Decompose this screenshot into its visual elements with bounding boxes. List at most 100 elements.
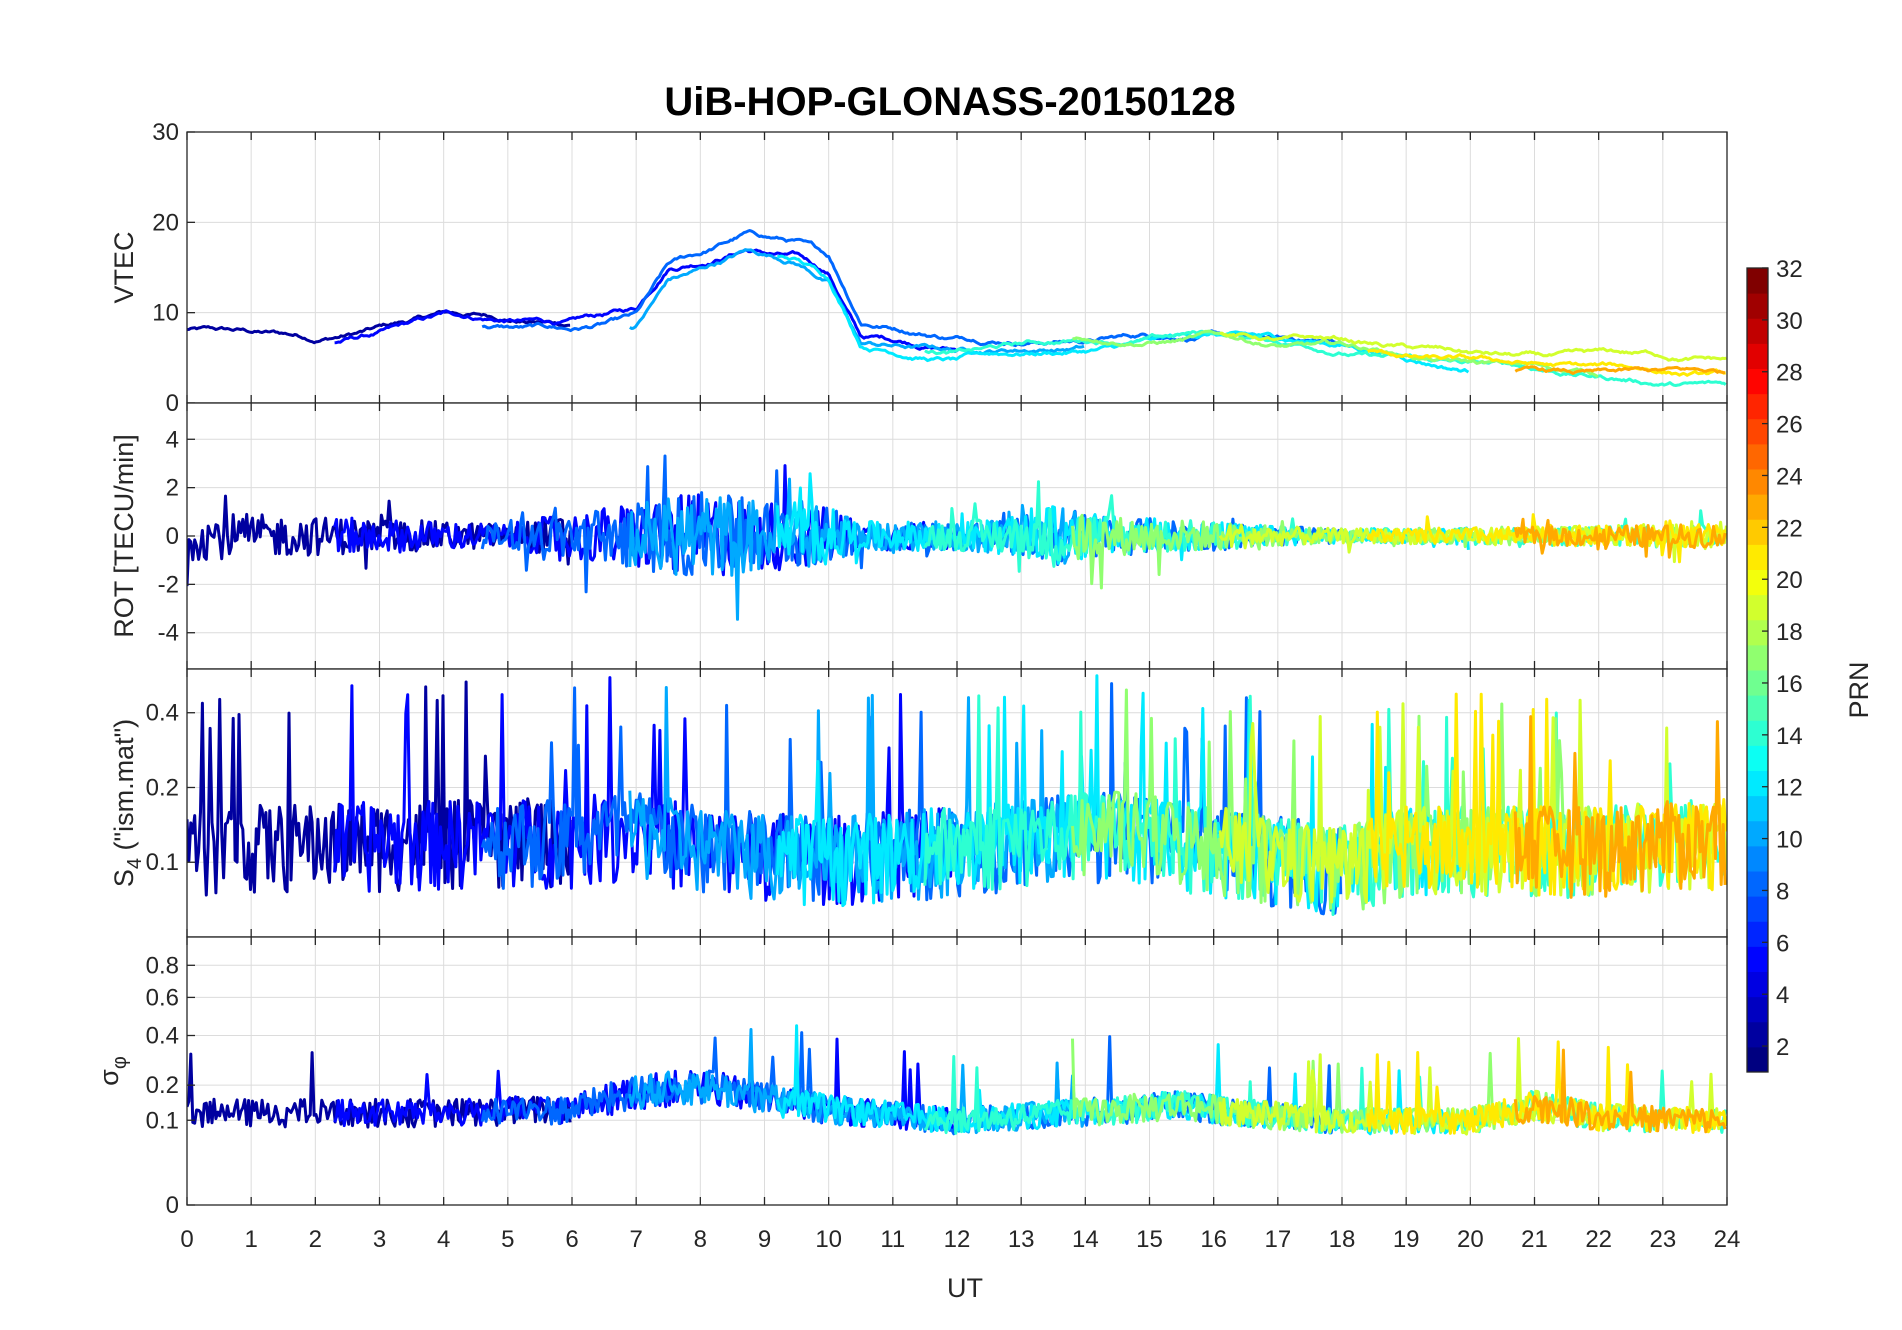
- x-tick-label: 2: [309, 1226, 322, 1253]
- colorbar-swatch: [1747, 644, 1768, 671]
- x-tick-label: 16: [1200, 1226, 1227, 1253]
- x-tick-label: 3: [373, 1226, 386, 1253]
- colorbar-tick-label: 26: [1776, 412, 1803, 439]
- series-prn-23: [1514, 365, 1726, 375]
- colorbar-swatch: [1747, 971, 1768, 998]
- colorbar-swatch: [1747, 695, 1768, 721]
- colorbar-tick-label: 2: [1776, 1034, 1789, 1061]
- colorbar-tick-label: 10: [1776, 827, 1803, 854]
- y-tick-label: 0.8: [146, 952, 179, 979]
- colorbar-tick-label: 14: [1776, 723, 1803, 750]
- colorbar-swatch: [1747, 368, 1768, 395]
- series-prn-19: [1219, 331, 1727, 363]
- colorbar-swatch: [1747, 343, 1768, 369]
- colorbar-swatch: [1747, 996, 1768, 1023]
- chart-title: UiB-HOP-GLONASS-20150128: [664, 80, 1235, 124]
- series-prn-23: [1513, 1048, 1727, 1134]
- colorbar-frame: [1746, 267, 1769, 1073]
- colorbar-swatch: [1747, 393, 1768, 420]
- y-tick-label: 2: [166, 475, 179, 502]
- colorbar-swatch: [1747, 544, 1768, 570]
- panel-grid: [186, 403, 1728, 669]
- colorbar-swatch: [1747, 770, 1768, 797]
- panel-s4: 0.1 0.2 0.4S4 ("ism.mat"): [109, 668, 1728, 938]
- panel-tick-marks: [186, 937, 1728, 1206]
- y-tick-label: 0.4: [146, 1023, 179, 1050]
- y-tick-label: 0.2: [146, 774, 179, 801]
- colorbar-swatch: [1747, 896, 1768, 922]
- panel-tick-marks: [186, 403, 1728, 669]
- x-tick-label: 22: [1585, 1226, 1612, 1253]
- colorbar-tick-label: 22: [1776, 515, 1803, 542]
- y-tick-label: 20: [152, 209, 179, 236]
- panel-series: [187, 674, 1727, 916]
- colorbar-tick-label: 30: [1776, 308, 1803, 335]
- colorbar-swatch: [1747, 670, 1768, 696]
- series-prn-21: [1367, 348, 1726, 377]
- x-tick-label: 10: [815, 1226, 842, 1253]
- x-tick-label: 24: [1714, 1226, 1741, 1253]
- panel-series: [187, 454, 1727, 621]
- colorbar-tick-label: 32: [1776, 256, 1803, 283]
- colorbar-swatch: [1747, 443, 1768, 470]
- colorbar-swatch: [1747, 845, 1768, 872]
- panel-series: [187, 229, 1727, 387]
- colorbar-swatch: [1747, 1046, 1768, 1073]
- y-tick-labels: 0 0.1 0.2 0.4 0.6 0.8: [146, 952, 179, 1219]
- panel-tick-marks: [186, 669, 1728, 937]
- x-tick-label: 23: [1649, 1226, 1676, 1253]
- x-tick-label: 1: [244, 1226, 257, 1253]
- x-axis-ticks: 0 1 2 3 4 5 6 7 8 9 10 11 12 13 14 15 16 17 18 19 20 21 22 23 24: [180, 1226, 1740, 1253]
- series-prn-23: [1513, 715, 1727, 899]
- x-tick-label: 19: [1393, 1226, 1420, 1253]
- colorbar-tick-label: 28: [1776, 360, 1803, 387]
- x-tick-label: 12: [944, 1226, 971, 1253]
- colorbar-tick-label: 8: [1776, 878, 1789, 905]
- colorbar-swatch: [1747, 519, 1768, 545]
- colorbar-swatch: [1747, 619, 1768, 646]
- y-tick-label: 0: [166, 390, 179, 417]
- colorbar-swatch: [1747, 795, 1768, 822]
- colorbar-tick-label: 24: [1776, 463, 1803, 490]
- colorbar-swatch: [1747, 745, 1768, 771]
- y-tick-labels: -4 -2 0 2 4: [158, 426, 179, 646]
- x-tick-label: 7: [629, 1226, 642, 1253]
- x-tick-label: 8: [694, 1226, 707, 1253]
- colorbar-swatch: [1747, 594, 1768, 621]
- y-tick-label: 0.6: [146, 984, 179, 1011]
- x-tick-label: 14: [1072, 1226, 1099, 1253]
- colorbar-swatch: [1747, 1021, 1768, 1048]
- colorbar-swatch: [1747, 569, 1768, 596]
- x-tick-label: 20: [1457, 1226, 1484, 1253]
- x-tick-label: 4: [437, 1226, 450, 1253]
- y-tick-label: 4: [166, 426, 179, 453]
- panel-rot: -4 -2 0 2 4 ROT [TECU/min]: [109, 402, 1728, 670]
- panel-vtec: 0 10 20 30 VTEC: [109, 119, 1728, 417]
- colorbar-tick-label: 18: [1776, 619, 1803, 646]
- x-tick-label: 13: [1008, 1226, 1035, 1253]
- y-tick-label: 0.1: [146, 849, 179, 876]
- y-tick-label: 0.2: [146, 1072, 179, 1099]
- series-prn-14: [924, 329, 1727, 387]
- colorbar-tick-label: 4: [1776, 982, 1789, 1009]
- panel-sigma_phi: 0 0.1 0.2 0.4 0.6 0.8 σφ: [94, 936, 1728, 1219]
- y-tick-label: 0.1: [146, 1107, 179, 1134]
- colorbar-swatch: [1747, 318, 1768, 344]
- colorbar-swatch: [1747, 946, 1768, 972]
- colorbar-swatch: [1747, 268, 1768, 294]
- y-axis-label-rot: ROT [TECU/min]: [109, 434, 139, 638]
- x-tick-label: 17: [1264, 1226, 1291, 1253]
- colorbar-tick-label: 20: [1776, 567, 1803, 594]
- y-tick-label: -4: [158, 620, 179, 647]
- x-tick-label: 9: [758, 1226, 771, 1253]
- panel-grid: [186, 937, 1728, 1206]
- y-tick-label: 10: [152, 300, 179, 327]
- x-axis-label: UT: [947, 1273, 983, 1303]
- y-tick-label: 0.4: [146, 700, 179, 727]
- x-tick-label: 0: [180, 1226, 193, 1253]
- x-tick-label: 21: [1521, 1226, 1548, 1253]
- series-prn-23: [1513, 517, 1727, 559]
- colorbar-swatch: [1747, 418, 1768, 445]
- series-prn-21: [1366, 692, 1727, 897]
